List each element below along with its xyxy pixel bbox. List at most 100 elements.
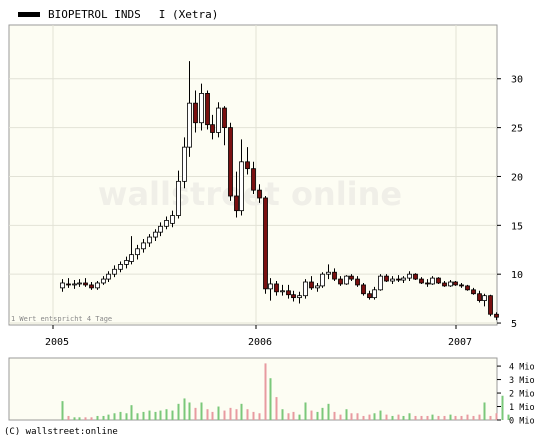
candle bbox=[274, 281, 279, 296]
candle-body bbox=[66, 283, 71, 286]
legend-suffix: I (Xetra) bbox=[158, 7, 219, 21]
volume-tick-label: 1 Mio bbox=[509, 403, 535, 413]
candle-body bbox=[465, 285, 470, 291]
volume-bar bbox=[61, 401, 64, 420]
volume-bar bbox=[90, 417, 93, 420]
candle bbox=[66, 278, 71, 288]
volume-bar bbox=[478, 414, 481, 420]
volume-bar bbox=[454, 415, 457, 420]
y-tick-label: 15 bbox=[511, 221, 523, 232]
volume-bar bbox=[102, 415, 105, 420]
candle bbox=[176, 170, 181, 219]
x-tick-label: 2006 bbox=[248, 337, 272, 348]
candle bbox=[216, 102, 221, 138]
volume-bar bbox=[408, 413, 411, 420]
volume-bar bbox=[96, 415, 99, 420]
candle-body bbox=[193, 102, 198, 124]
candle bbox=[77, 279, 82, 287]
candle-body bbox=[280, 290, 285, 293]
candle-body bbox=[320, 273, 325, 287]
volume-bar bbox=[269, 378, 272, 420]
candle bbox=[112, 265, 117, 278]
volume-tick-label: 0 Mio bbox=[509, 417, 535, 427]
volume-bar bbox=[414, 415, 417, 420]
volume-bar bbox=[78, 417, 81, 420]
candle-body bbox=[425, 282, 430, 285]
candle bbox=[239, 139, 244, 216]
candle bbox=[89, 282, 94, 290]
candle-body bbox=[286, 290, 291, 296]
candle bbox=[60, 279, 65, 292]
volume-bar bbox=[229, 407, 232, 420]
candle-body bbox=[112, 268, 117, 275]
candle bbox=[182, 137, 187, 189]
volume-bar bbox=[327, 403, 330, 420]
candle-body bbox=[361, 284, 366, 295]
volume-bar bbox=[385, 414, 388, 420]
volume-bar bbox=[339, 414, 342, 420]
candle-body bbox=[291, 294, 296, 299]
volume-bar bbox=[119, 411, 122, 420]
candle bbox=[413, 273, 418, 281]
time-axis: 2005 2006 2007 bbox=[45, 325, 472, 348]
candle-body bbox=[234, 195, 239, 212]
candle bbox=[129, 236, 134, 265]
legend-swatch bbox=[18, 11, 40, 17]
candle-body bbox=[396, 278, 401, 281]
candles bbox=[60, 61, 499, 321]
candle-body bbox=[453, 281, 458, 286]
candle bbox=[436, 277, 441, 284]
watermark: wallstreet online bbox=[98, 175, 402, 213]
volume-bar bbox=[113, 413, 116, 420]
candle bbox=[372, 286, 377, 300]
volume-bar bbox=[125, 413, 128, 420]
volume-bar bbox=[217, 406, 220, 420]
candle bbox=[124, 256, 129, 269]
volume-bar bbox=[148, 410, 151, 420]
volume-bar bbox=[472, 415, 475, 420]
volume-bar bbox=[200, 402, 203, 420]
volume-bar bbox=[304, 402, 307, 420]
volume-bar bbox=[495, 413, 498, 420]
candle-body bbox=[419, 278, 424, 284]
volume-bar bbox=[431, 414, 434, 420]
volume-bar bbox=[194, 407, 197, 420]
candle bbox=[320, 272, 325, 288]
volume-tick-label: 2 Mio bbox=[509, 390, 535, 400]
candle bbox=[291, 290, 296, 302]
candle-body bbox=[176, 180, 181, 216]
candle bbox=[477, 290, 482, 303]
volume-bar bbox=[368, 414, 371, 420]
candle-body bbox=[187, 102, 192, 148]
candle-body bbox=[355, 278, 360, 286]
candle bbox=[210, 114, 215, 140]
candle bbox=[326, 264, 331, 280]
candle-body bbox=[494, 313, 499, 318]
candle-body bbox=[77, 282, 82, 285]
candle-body bbox=[459, 284, 464, 287]
candle bbox=[158, 222, 163, 237]
volume-bar bbox=[373, 413, 376, 420]
candle-body bbox=[228, 127, 233, 197]
candle-body bbox=[135, 248, 140, 256]
volume-bar bbox=[154, 411, 157, 420]
candle-body bbox=[147, 236, 152, 244]
volume-bar bbox=[501, 395, 504, 420]
candle-body bbox=[315, 285, 320, 289]
candle-body bbox=[448, 281, 453, 287]
candle bbox=[95, 281, 100, 290]
candle bbox=[401, 276, 406, 283]
volume-bar bbox=[177, 403, 180, 420]
volume-bar bbox=[246, 409, 249, 420]
candle bbox=[106, 271, 111, 283]
volume-bar bbox=[466, 414, 469, 420]
volume-bar bbox=[483, 402, 486, 420]
volume-bar bbox=[362, 415, 365, 420]
price-axis: 5 10 15 20 25 30 bbox=[497, 75, 523, 330]
candle bbox=[425, 279, 430, 287]
candle bbox=[471, 287, 476, 295]
candle-body bbox=[442, 282, 447, 287]
candle-body bbox=[384, 275, 389, 282]
candle bbox=[297, 291, 302, 304]
candle bbox=[361, 282, 366, 296]
